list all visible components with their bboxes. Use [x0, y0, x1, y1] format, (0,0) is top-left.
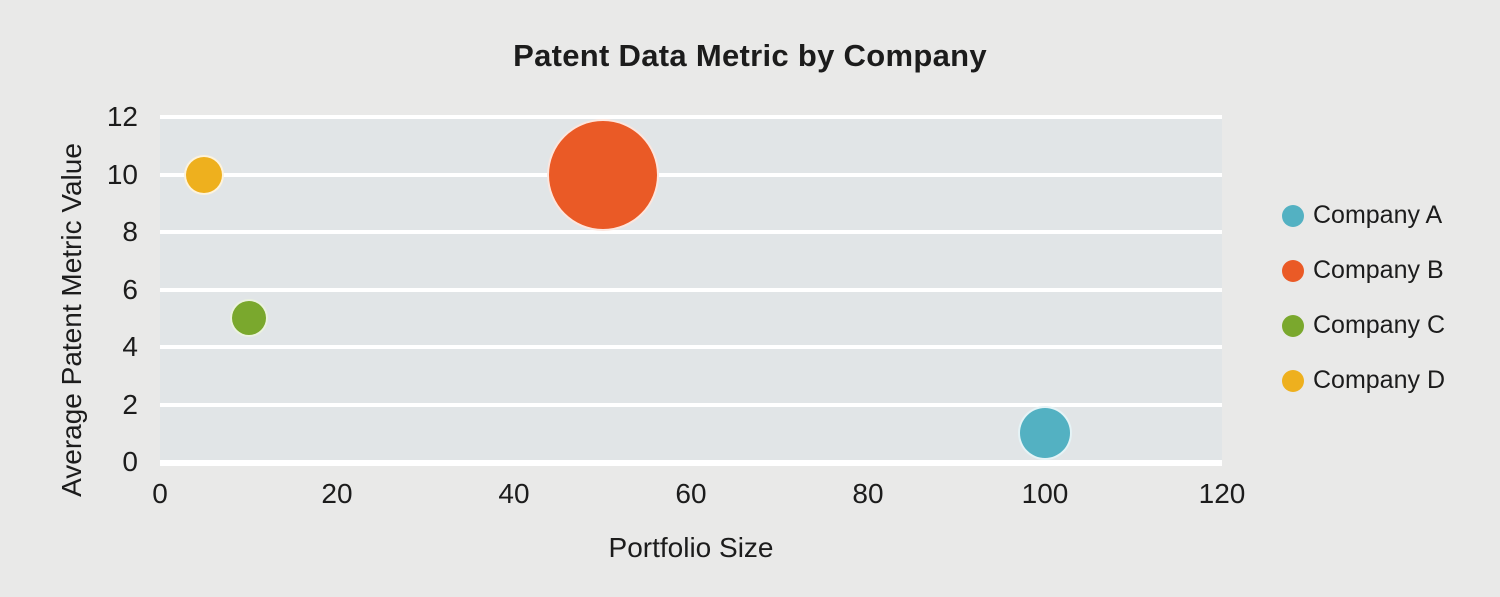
- y-tick-label-0: 0: [122, 446, 138, 477]
- x-tick-label-80: 80: [852, 478, 884, 509]
- gridline-y-2: [160, 402, 1222, 407]
- y-tick-label-8: 8: [122, 216, 138, 247]
- bubble-company-c: [229, 299, 268, 338]
- y-tick-label-12: 12: [106, 101, 138, 132]
- gridline-y-4: [160, 345, 1222, 349]
- bubble-company-d: [184, 154, 225, 195]
- y-tick-label-4: 4: [122, 331, 138, 362]
- legend-dot-icon: [1282, 314, 1304, 337]
- legend: Company A Company B Company C Company D: [1282, 188, 1445, 408]
- x-tick-label-120: 120: [1198, 478, 1246, 509]
- legend-label: Company D: [1313, 366, 1445, 394]
- x-axis-label: Portfolio Size: [608, 532, 774, 563]
- gridline-y-0: [160, 460, 1222, 466]
- legend-item-company-a: Company A: [1282, 188, 1445, 243]
- bubble-company-a: [1018, 406, 1072, 461]
- x-tick-label-0: 0: [152, 478, 168, 509]
- x-tick-label-60: 60: [675, 478, 707, 509]
- gridline-y-8: [160, 230, 1222, 234]
- legend-label: Company A: [1313, 201, 1443, 229]
- legend-label: Company C: [1313, 311, 1445, 339]
- legend-dot-icon: [1282, 204, 1304, 227]
- gridline-y-6: [160, 287, 1222, 292]
- plot-area: [160, 115, 1222, 466]
- y-tick-label-10: 10: [106, 158, 138, 190]
- x-tick-label-40: 40: [498, 478, 530, 509]
- x-tick-label-100: 100: [1021, 478, 1069, 509]
- legend-label: Company B: [1313, 256, 1444, 284]
- legend-item-company-d: Company D: [1282, 353, 1445, 408]
- y-axis-label: Average Patent Metric Value: [56, 143, 87, 497]
- x-tick-label-20: 20: [321, 478, 353, 509]
- y-tick-label-6: 6: [122, 273, 138, 305]
- y-tick-label-2: 2: [122, 388, 138, 420]
- legend-item-company-b: Company B: [1282, 243, 1445, 298]
- legend-dot-icon: [1282, 369, 1304, 392]
- legend-dot-icon: [1282, 259, 1304, 282]
- bubble-company-b: [546, 118, 659, 231]
- legend-item-company-c: Company C: [1282, 298, 1445, 353]
- gridline-y-10: [160, 172, 1222, 177]
- chart-title: Patent Data Metric by Company: [513, 38, 987, 73]
- gridline-y-12: [160, 115, 1222, 119]
